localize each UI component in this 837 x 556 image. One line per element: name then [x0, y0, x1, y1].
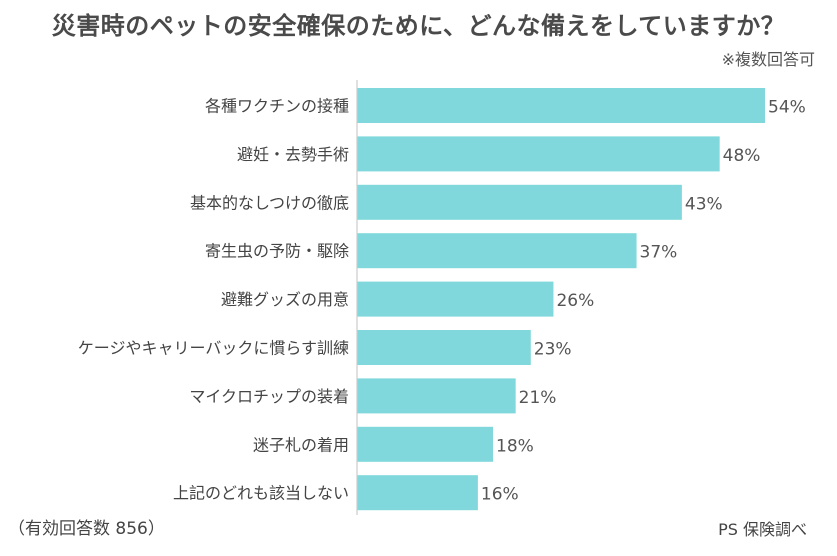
category-label: 迷子札の着用: [253, 435, 349, 454]
bar: [357, 136, 720, 172]
bar: [357, 233, 637, 269]
bar: [357, 378, 516, 414]
value-label: 21%: [519, 388, 557, 408]
value-label: 16%: [481, 485, 519, 505]
category-label: 基本的なしつけの徹底: [190, 193, 349, 212]
value-label: 37%: [640, 243, 678, 263]
value-label: 26%: [556, 291, 594, 311]
bar: [357, 475, 478, 511]
category-label: 避妊・去勢手術: [237, 145, 349, 164]
category-label: 避難グッズの用意: [221, 290, 349, 309]
value-label: 18%: [496, 436, 534, 456]
bar: [357, 88, 765, 123]
sample-size: （有効回答数 856）: [8, 519, 165, 539]
bar: [357, 330, 531, 365]
bar: [357, 281, 554, 317]
bar: [357, 184, 682, 220]
chart-title: 災害時のペットの安全確保のために、どんな備えをしていますか？: [51, 12, 786, 40]
value-label: 23%: [534, 340, 572, 360]
category-label: 寄生虫の予防・駆除: [205, 242, 349, 261]
value-label: 43%: [685, 194, 723, 214]
category-label: ケージやキャリーバックに慣らす訓練: [78, 339, 349, 358]
chart-subtitle: ※複数回答可: [721, 50, 815, 69]
value-label: 54%: [768, 98, 806, 118]
category-label: マイクロチップの装着: [189, 387, 349, 406]
category-label: 各種ワクチンの接種: [205, 97, 349, 116]
category-label: 上記のどれも該当しない: [173, 484, 349, 503]
value-label: 48%: [723, 146, 761, 166]
source-note: PS 保険調べ: [718, 520, 807, 539]
bar: [357, 426, 493, 462]
